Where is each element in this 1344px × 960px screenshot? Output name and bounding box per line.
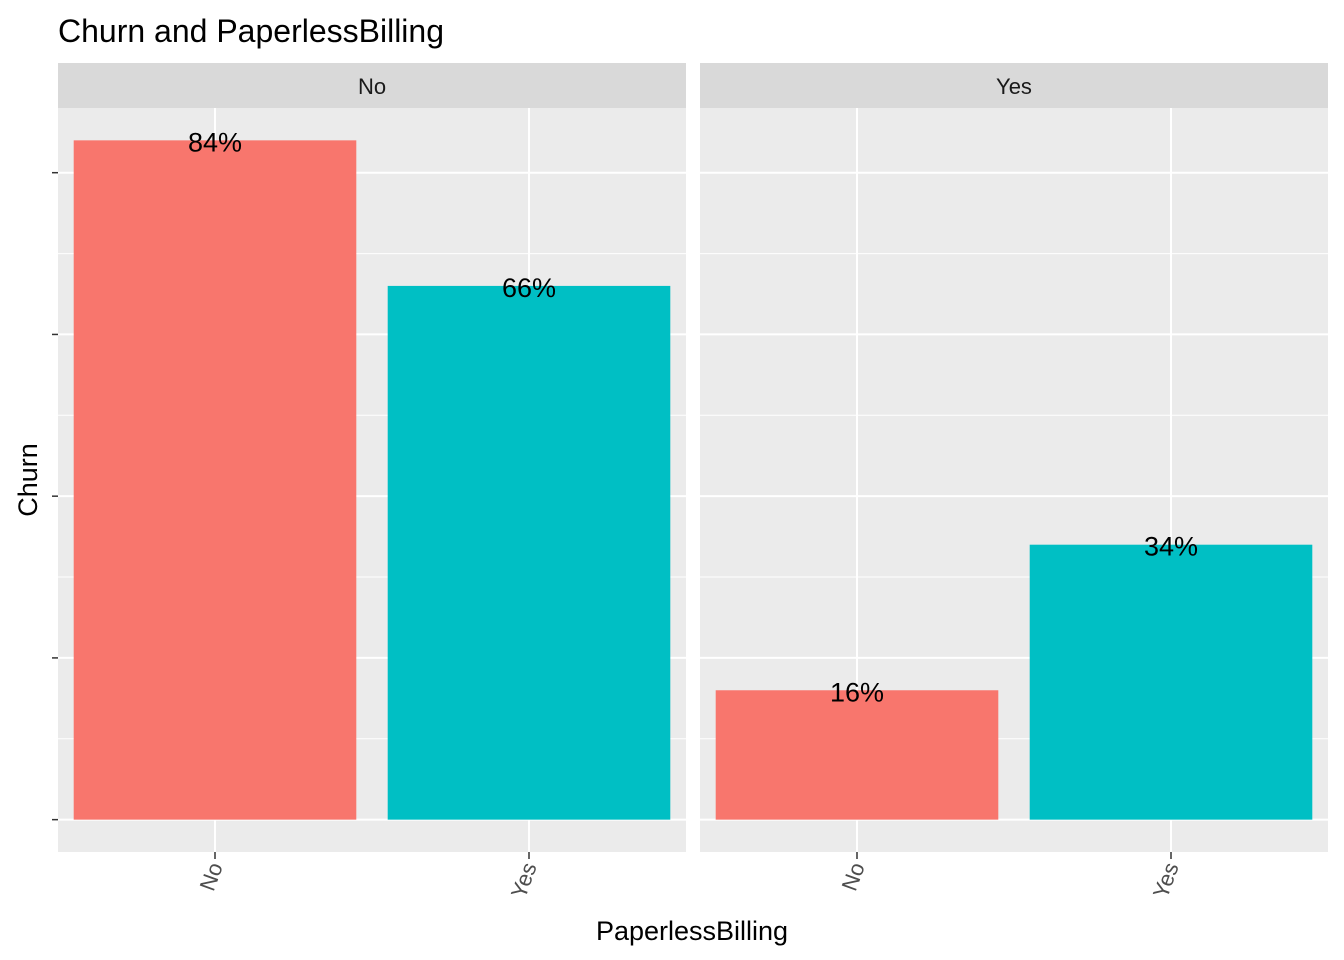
chart-title: Churn and PaperlessBilling <box>58 13 444 49</box>
bar-value-label: 66% <box>502 273 556 303</box>
facet-strip <box>700 63 1328 108</box>
bar-yes-no <box>715 690 999 820</box>
y-axis-title: Churn <box>13 443 43 517</box>
x-tick-label: Yes <box>1148 859 1184 901</box>
bar-yes-yes <box>1029 544 1313 820</box>
facet-strip <box>58 63 686 108</box>
bar-value-label: 84% <box>188 127 242 157</box>
bar-no-no <box>73 140 357 820</box>
bar-value-label: 16% <box>830 677 884 707</box>
facet-panels: No 84% 66% No Yes Yes 16% 34% No Yes <box>52 63 1328 901</box>
x-axis-title: PaperlessBilling <box>596 916 788 946</box>
x-tick-label: No <box>195 859 228 894</box>
bar-value-label: 34% <box>1144 532 1198 562</box>
x-tick-label: Yes <box>506 859 542 901</box>
x-tick-label: No <box>837 859 870 894</box>
facet-strip-label: No <box>358 74 386 99</box>
bar-no-yes <box>387 285 671 820</box>
facet-strip-label: Yes <box>996 74 1032 99</box>
